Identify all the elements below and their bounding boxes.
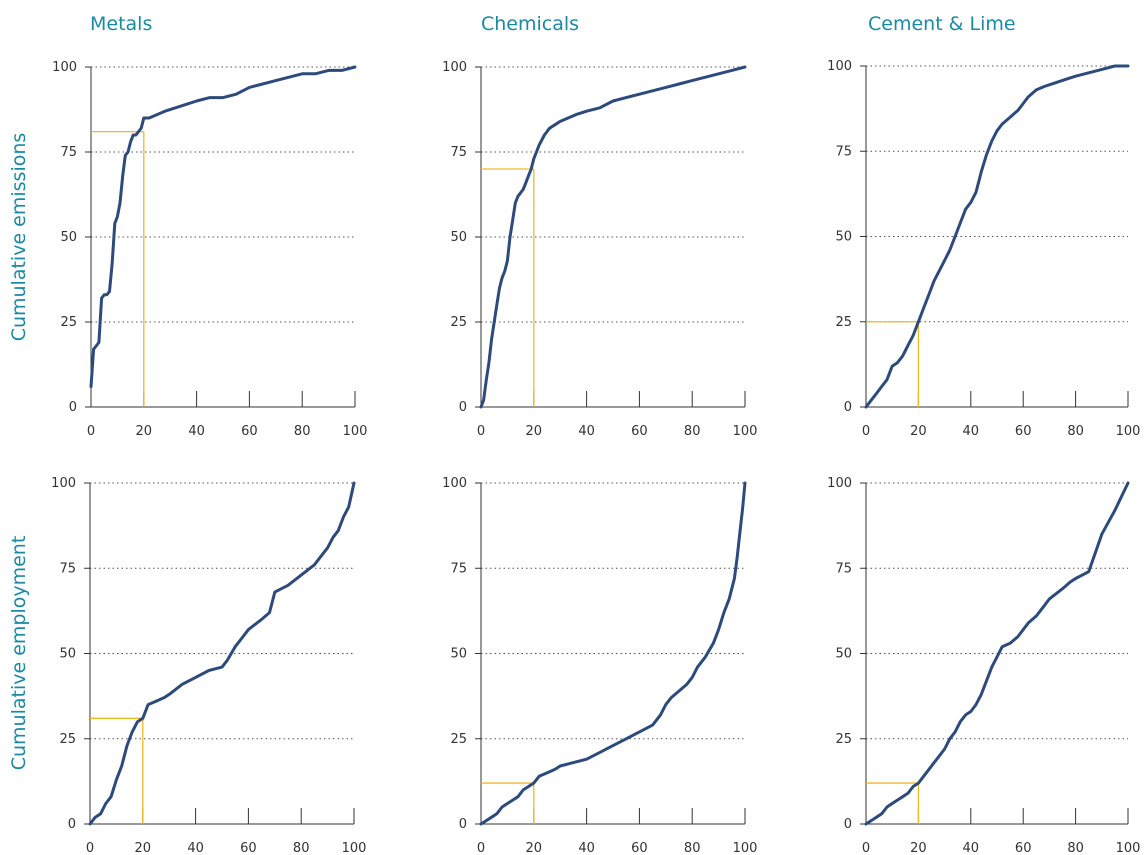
- x-tick-label: 20: [910, 424, 927, 439]
- y-tick-label: 25: [59, 732, 76, 747]
- y-tick-label: 0: [459, 817, 467, 832]
- x-tick-label: 60: [1015, 424, 1032, 439]
- x-tick-label: 40: [188, 424, 205, 439]
- x-tick-label: 60: [1015, 841, 1032, 855]
- panel-chemicals-emissions: 0 25 50 75 100 0 20 40 60 80 100: [442, 60, 757, 439]
- x-tick-label: 100: [342, 841, 367, 855]
- x-tick-label: 80: [294, 424, 311, 439]
- x-tick-label: 20: [526, 424, 543, 439]
- x-tick-label: 80: [684, 424, 701, 439]
- x-tick-label: 40: [963, 424, 980, 439]
- panel-cement-lime-emissions: 0 25 50 75 100 0 20 40 60 80 100: [827, 59, 1140, 439]
- y-tick-label: 0: [68, 817, 76, 832]
- panel-title-chemicals: Chemicals: [481, 13, 579, 35]
- x-tick-label: 60: [240, 841, 257, 855]
- x-tick-label: 100: [1116, 424, 1141, 439]
- x-tick-label: 0: [862, 841, 870, 855]
- y-tick-label: 0: [69, 400, 77, 415]
- panel-chemicals-employment: 0 25 50 75 100 0 20 40 60 80 100: [442, 476, 757, 855]
- y-tick-label: 75: [835, 561, 852, 576]
- y-tick-label: 50: [59, 647, 76, 662]
- y-tick-label: 0: [459, 400, 467, 415]
- x-tick-label: 60: [631, 424, 648, 439]
- x-tick-label: 0: [862, 424, 870, 439]
- y-tick-label: 0: [844, 817, 852, 832]
- x-tick-label: 0: [477, 841, 485, 855]
- y-tick-label: 75: [835, 144, 852, 159]
- x-tick-label: 80: [684, 841, 701, 855]
- series-line: [89, 65, 357, 389]
- y-tick-label: 75: [450, 561, 467, 576]
- y-tick-label: 25: [450, 315, 467, 330]
- y-tick-label: 50: [835, 230, 852, 245]
- x-tick-label: 100: [733, 841, 758, 855]
- y-tick-label: 25: [835, 315, 852, 330]
- row-label-employment: Cumulative employment: [8, 536, 30, 771]
- x-tick-label: 40: [963, 841, 980, 855]
- y-tick-label: 25: [450, 732, 467, 747]
- x-tick-label: 0: [477, 424, 485, 439]
- x-tick-label: 100: [343, 424, 368, 439]
- x-tick-label: 0: [87, 424, 95, 439]
- y-tick-label: 75: [450, 145, 467, 160]
- x-tick-label: 80: [1067, 841, 1084, 855]
- row-label-emissions: Cumulative emissions: [8, 133, 30, 342]
- y-tick-label: 50: [835, 647, 852, 662]
- x-tick-label: 80: [1067, 424, 1084, 439]
- series-line: [479, 481, 747, 826]
- x-tick-label: 20: [910, 841, 927, 855]
- panel-title-cement-lime: Cement & Lime: [868, 13, 1016, 35]
- x-tick-label: 60: [631, 841, 648, 855]
- y-tick-label: 0: [844, 400, 852, 415]
- x-tick-label: 20: [135, 841, 152, 855]
- series-line: [864, 481, 1130, 826]
- y-tick-label: 75: [59, 561, 76, 576]
- x-tick-label: 20: [526, 841, 543, 855]
- y-tick-label: 50: [60, 230, 77, 245]
- panel-title-metals: Metals: [90, 13, 152, 35]
- y-tick-label: 50: [450, 647, 467, 662]
- x-tick-label: 0: [86, 841, 94, 855]
- x-tick-label: 20: [136, 424, 153, 439]
- x-tick-label: 40: [578, 424, 595, 439]
- panel-metals-employment: 0 25 50 75 100 0 20 40 60 80 100: [51, 476, 366, 855]
- x-tick-label: 60: [241, 424, 258, 439]
- y-tick-label: 25: [60, 315, 77, 330]
- x-tick-label: 40: [578, 841, 595, 855]
- x-tick-label: 80: [293, 841, 310, 855]
- panel-metals-emissions: 0 25 50 75 100 0 20 40 60 80 100: [52, 60, 367, 439]
- x-tick-label: 100: [733, 424, 758, 439]
- y-tick-label: 50: [450, 230, 467, 245]
- y-tick-label: 100: [52, 60, 77, 75]
- y-tick-label: 100: [442, 476, 467, 491]
- x-tick-label: 40: [187, 841, 204, 855]
- x-tick-label: 100: [1116, 841, 1141, 855]
- panel-cement-lime-employment: 0 25 50 75 100 0 20 40 60 80 100: [827, 476, 1140, 855]
- y-tick-label: 100: [827, 59, 852, 74]
- series-line: [88, 481, 356, 826]
- y-tick-label: 75: [60, 145, 77, 160]
- y-tick-label: 100: [442, 60, 467, 75]
- y-tick-label: 100: [51, 476, 76, 491]
- y-tick-label: 25: [835, 732, 852, 747]
- series-line: [864, 64, 1130, 409]
- y-tick-label: 100: [827, 476, 852, 491]
- series-line: [479, 65, 747, 409]
